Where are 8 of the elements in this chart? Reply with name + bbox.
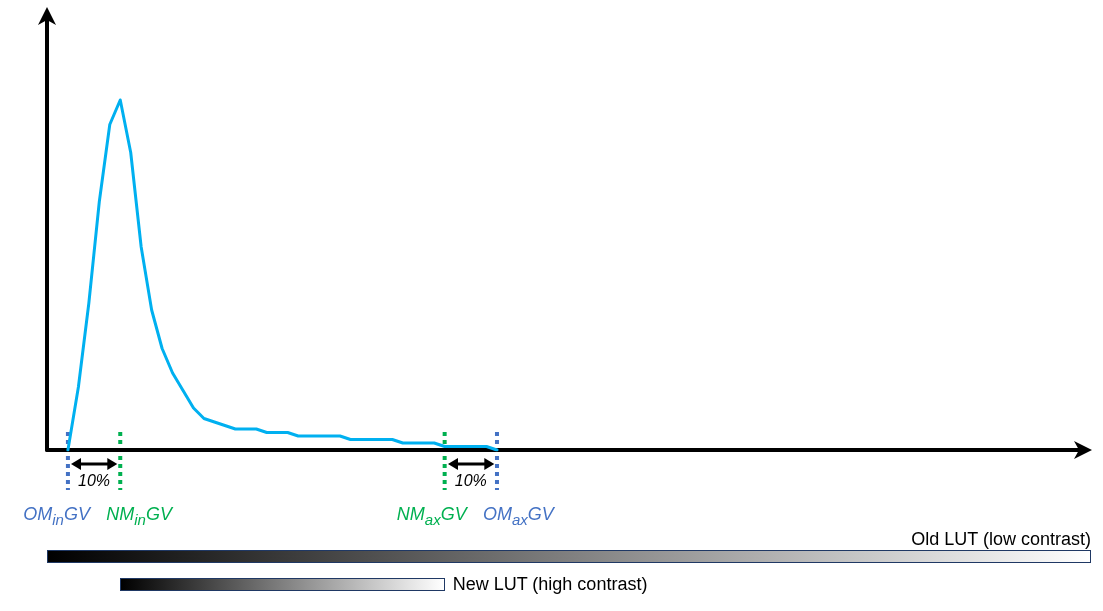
text: New LUT (high contrast) xyxy=(452,574,648,594)
text: NM$_{ax}$GV xyxy=(396,504,467,528)
text: OM$_{in}$GV xyxy=(23,504,90,528)
text: OM$_{ax}$GV xyxy=(482,504,554,528)
text: 10% xyxy=(78,471,111,489)
text: 10% xyxy=(454,471,487,489)
text: Old LUT (low contrast) xyxy=(911,529,1091,549)
text: NM$_{in}$GV xyxy=(106,504,172,528)
